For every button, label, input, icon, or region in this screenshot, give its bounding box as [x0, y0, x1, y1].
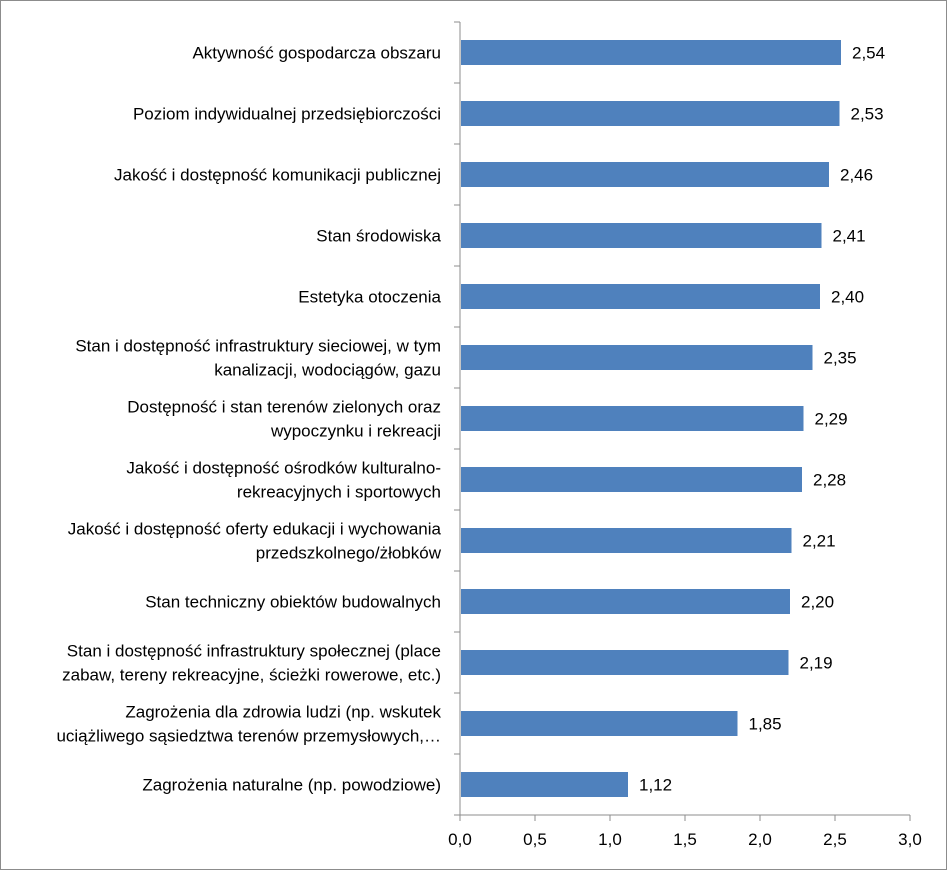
x-tick-label: 0,0 — [448, 830, 472, 849]
bar — [461, 284, 820, 309]
category-label: zabaw, tereny rekreacyjne, ścieżki rower… — [62, 666, 441, 685]
x-tick-label: 2,5 — [823, 830, 847, 849]
bar — [461, 467, 802, 492]
bar — [461, 589, 790, 614]
data-label: 2,21 — [803, 532, 836, 551]
data-label: 2,29 — [815, 410, 848, 429]
bar — [461, 406, 804, 431]
x-tick-label: 0,5 — [523, 830, 547, 849]
bar — [461, 772, 628, 797]
category-label: kanalizacji, wodociągów, gazu — [214, 361, 441, 380]
category-label: Estetyka otoczenia — [298, 288, 441, 307]
data-label: 2,46 — [840, 166, 873, 185]
data-label: 2,28 — [813, 471, 846, 490]
category-label: Stan i dostępność infrastruktury sieciow… — [75, 337, 441, 356]
x-tick-label: 1,5 — [673, 830, 697, 849]
x-tick-label: 3,0 — [898, 830, 922, 849]
bar — [461, 528, 792, 553]
bar — [461, 162, 829, 187]
bar — [461, 101, 840, 126]
bar — [461, 650, 789, 675]
bar — [461, 345, 813, 370]
data-label: 2,53 — [851, 105, 884, 124]
category-label: rekreacyjnych i sportowych — [237, 483, 441, 502]
x-tick-label: 1,0 — [598, 830, 622, 849]
category-label: Jakość i dostępność oferty edukacji i wy… — [68, 520, 442, 539]
x-tick-label: 2,0 — [748, 830, 772, 849]
data-label: 2,41 — [833, 227, 866, 246]
bar — [461, 711, 738, 736]
category-label: Poziom indywidualnej przedsiębiorczości — [133, 105, 441, 124]
category-label: Dostępność i stan terenów zielonych oraz — [127, 398, 441, 417]
data-label: 2,20 — [801, 593, 834, 612]
category-label: Jakość i dostępność komunikacji publiczn… — [114, 166, 441, 185]
category-label: Stan środowiska — [316, 227, 441, 246]
bar — [461, 40, 841, 65]
category-label: Stan techniczny obiektów budowalnych — [145, 593, 441, 612]
category-label: Zagrożenia dla zdrowia ludzi (np. wskute… — [125, 703, 441, 722]
data-label: 2,40 — [831, 288, 864, 307]
category-label: przedszkolnego/żłobków — [256, 544, 442, 563]
data-label: 2,54 — [852, 44, 885, 63]
category-label: Zagrożenia naturalne (np. powodziowe) — [142, 776, 441, 795]
data-label: 2,19 — [800, 654, 833, 673]
data-label: 2,35 — [824, 349, 857, 368]
data-label: 1,12 — [639, 776, 672, 795]
category-label: Aktywność gospodarcza obszaru — [192, 44, 441, 63]
category-label: Stan i dostępność infrastruktury społecz… — [67, 642, 441, 661]
category-label: uciążliwego sąsiedztwa terenów przemysło… — [56, 727, 441, 746]
bar — [461, 223, 822, 248]
category-label: wypoczynku i rekreacji — [270, 422, 441, 441]
data-label: 1,85 — [749, 715, 782, 734]
category-label: Jakość i dostępność ośrodków kulturalno- — [126, 459, 441, 478]
